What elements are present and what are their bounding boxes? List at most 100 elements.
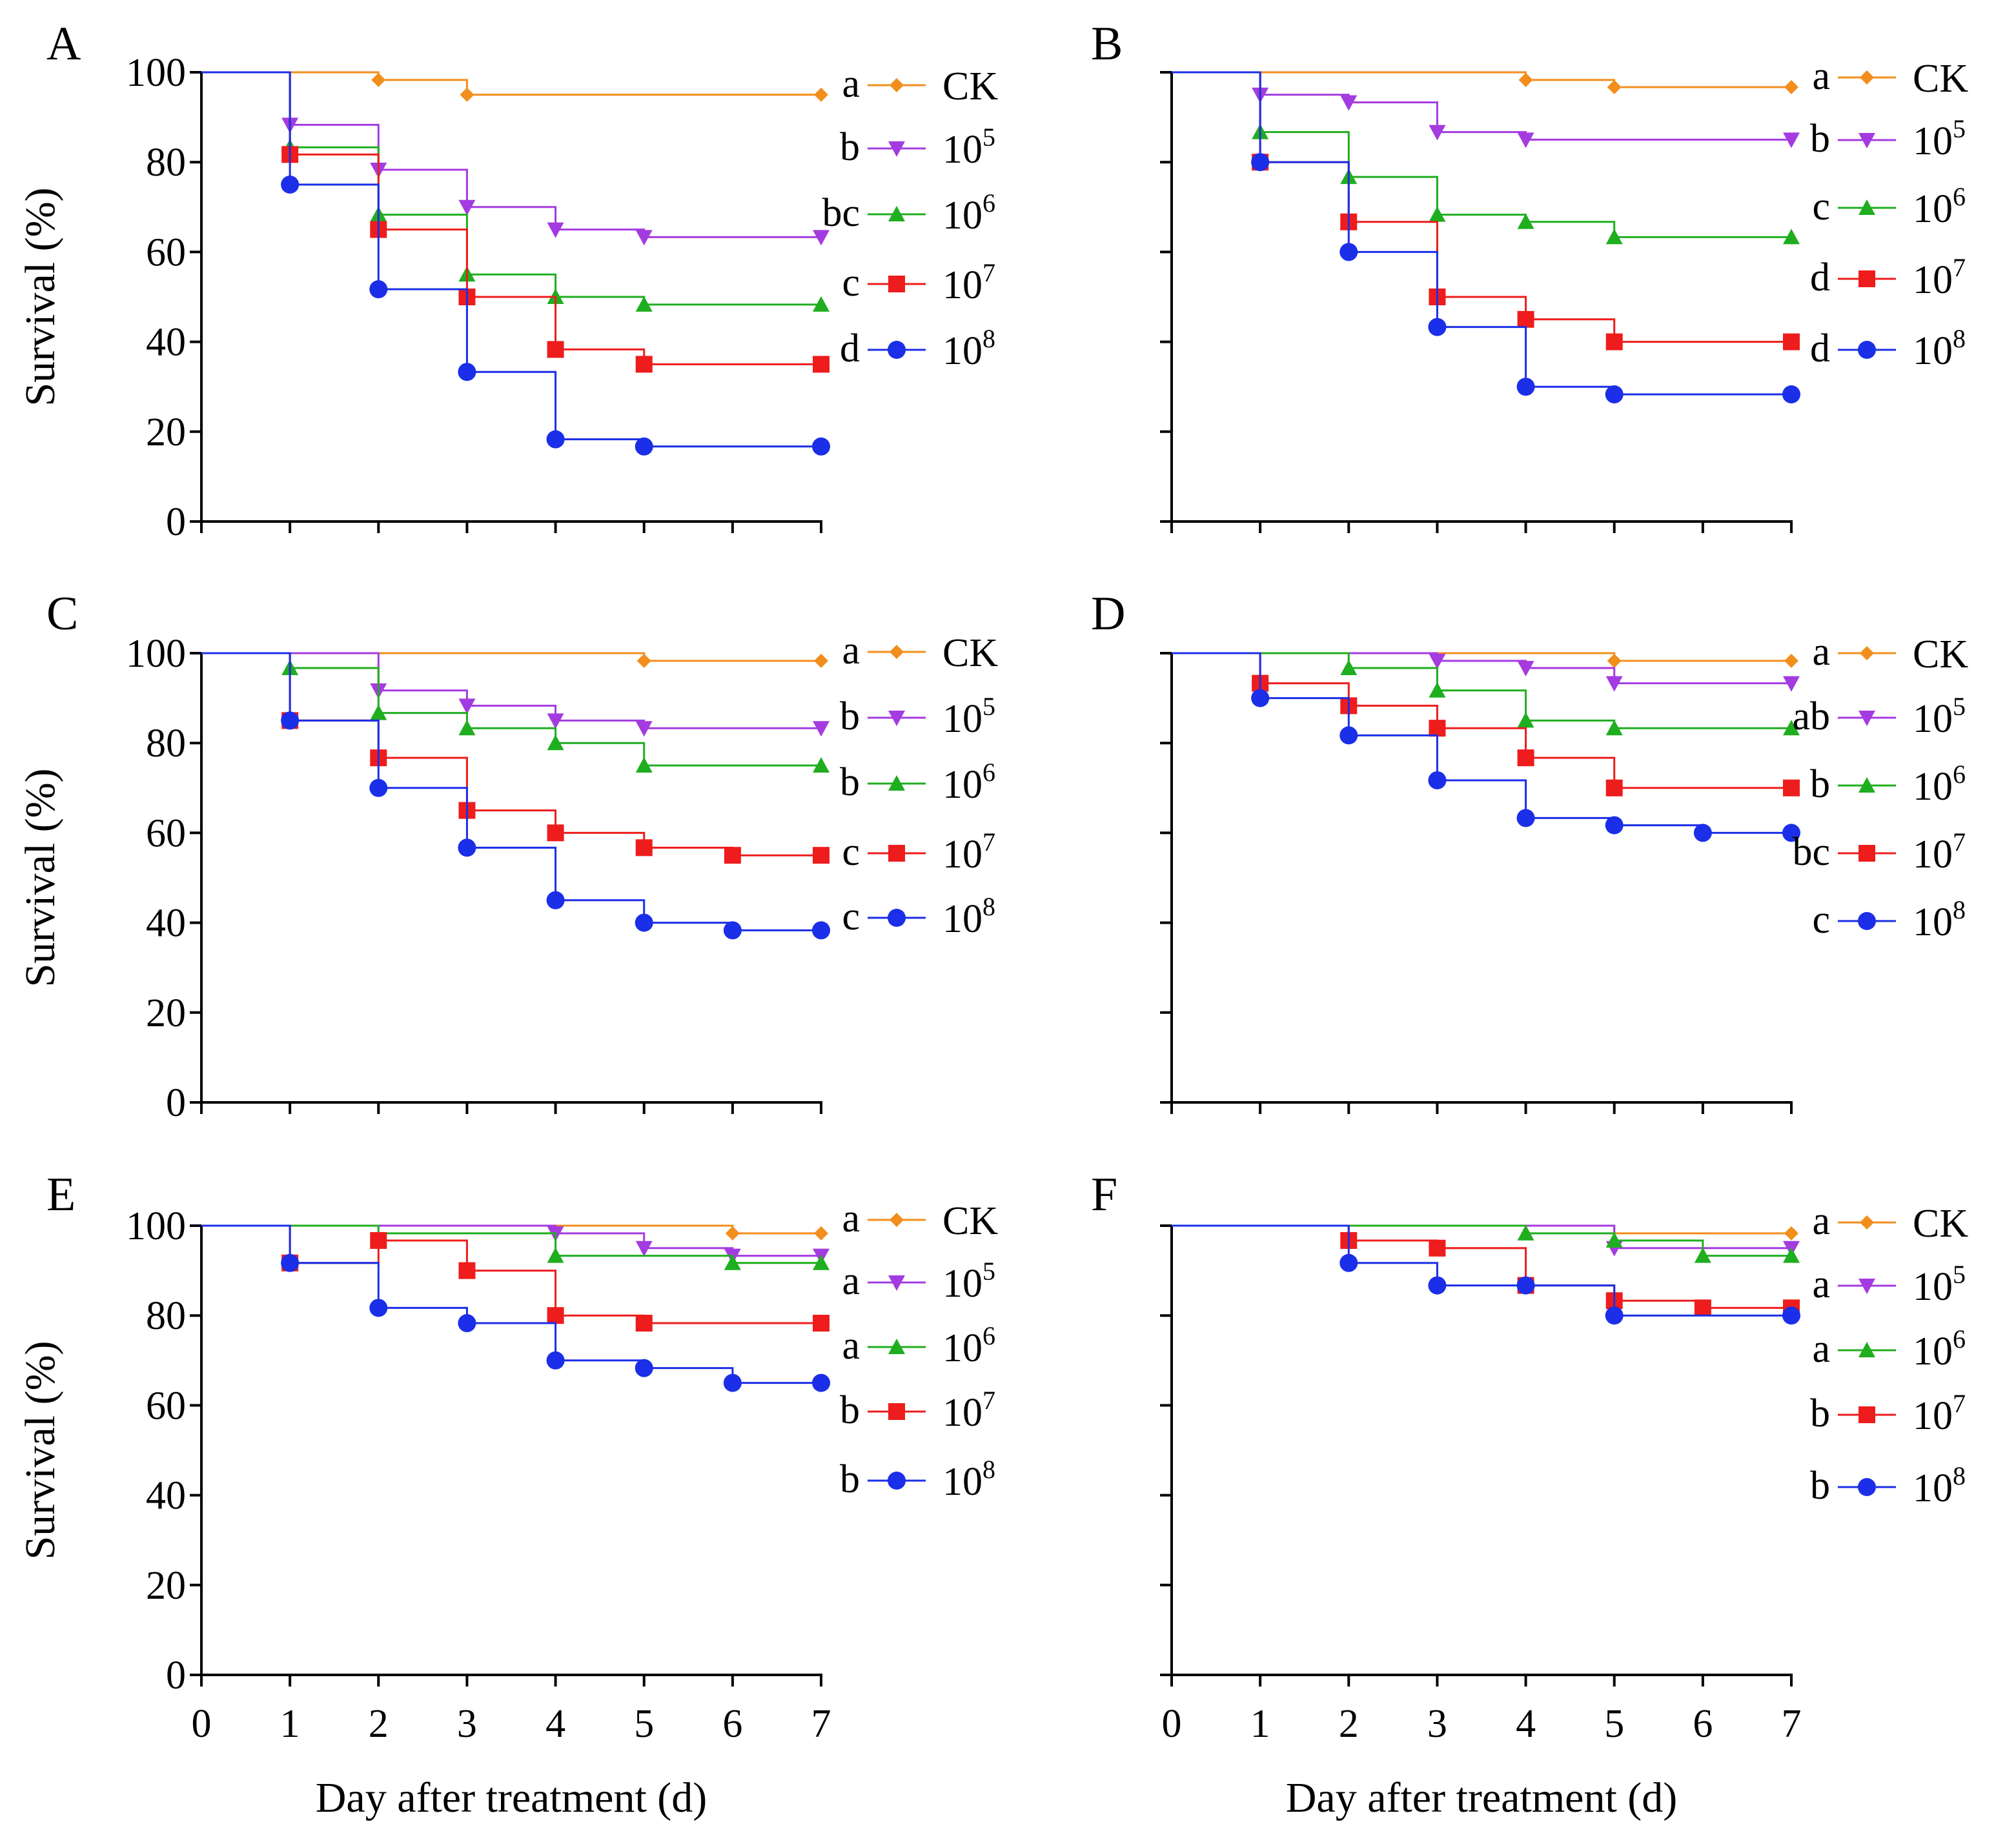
legend-entry: c 108 <box>842 892 995 941</box>
data-point-marker <box>813 721 830 737</box>
data-point-marker <box>460 87 474 102</box>
y-tick-label: 20 <box>146 991 186 1035</box>
legend-marker <box>1858 777 1875 793</box>
y-tick-label: 20 <box>146 1564 186 1608</box>
data-point-marker <box>281 711 300 730</box>
data-point-marker <box>1607 79 1622 94</box>
panel-e: E 0 20 40 60 80 100 0 1 2 3 4 5 6 7 Survival (%) Day aft… <box>17 1168 998 1821</box>
series-ck <box>1172 71 1798 94</box>
legend-entry: bc 107 <box>1792 827 1966 876</box>
series-line <box>1172 71 1791 88</box>
legend-entry: a CK <box>1812 630 1968 676</box>
x-tick-label: 2 <box>1339 1702 1359 1746</box>
data-point-marker <box>546 430 565 449</box>
series-1e8 <box>201 1224 830 1392</box>
data-point-marker <box>370 704 387 720</box>
legend-significance-letter: a <box>1812 630 1830 674</box>
series-1e5 <box>1172 652 1800 692</box>
data-point-marker <box>724 1254 741 1270</box>
legend-label: CK <box>942 631 998 675</box>
legend-marker <box>1858 1406 1875 1423</box>
series-line <box>201 1224 821 1384</box>
legend-label: CK <box>1913 1202 1968 1246</box>
series-line <box>1172 652 1791 834</box>
legend-entry: a CK <box>842 62 998 108</box>
panel-letter: A <box>46 17 81 70</box>
series-line <box>1172 652 1791 789</box>
x-tick-label: 6 <box>722 1702 742 1746</box>
series-1e8 <box>201 71 830 456</box>
data-point-marker <box>1605 779 1623 796</box>
x-tick-label: 2 <box>369 1702 389 1746</box>
y-tick-label: 20 <box>146 410 186 454</box>
legend-significance-letter: b <box>1810 1464 1830 1508</box>
legend-significance-letter: b <box>840 1457 860 1501</box>
legend-significance-letter: a <box>1812 1327 1830 1371</box>
legend-entry: b 108 <box>1810 1461 1966 1510</box>
legend-marker <box>1860 1215 1874 1230</box>
data-point-marker <box>370 1231 387 1249</box>
x-tick-label: 1 <box>1250 1702 1270 1746</box>
data-point-marker <box>635 1315 653 1332</box>
data-point-marker <box>1517 213 1534 229</box>
x-tick-label: 0 <box>192 1702 212 1746</box>
legend-significance-letter: c <box>1812 898 1830 942</box>
legend-label: 107 <box>942 258 995 307</box>
legend-label: CK <box>942 65 998 108</box>
legend-entry: b 105 <box>840 123 995 172</box>
data-point-marker <box>813 356 830 373</box>
legend-label: CK <box>1913 633 1968 676</box>
data-point-marker <box>1605 676 1623 692</box>
legend-entry: b 106 <box>840 758 995 807</box>
data-point-marker <box>1783 333 1800 350</box>
series-1e6 <box>201 1224 830 1270</box>
x-tick-label: 7 <box>811 1702 831 1746</box>
panel-letter: B <box>1091 17 1123 70</box>
data-point-marker <box>635 1359 653 1377</box>
data-point-marker <box>1428 771 1447 789</box>
legend-significance-letter: a <box>1812 1262 1830 1306</box>
series-line <box>1172 1224 1791 1250</box>
data-point-marker <box>812 921 830 940</box>
series-1e7 <box>1172 652 1800 796</box>
legend-significance-letter: a <box>842 629 860 673</box>
legend-significance-letter: bc <box>822 191 860 235</box>
series-ck <box>1172 1224 1798 1241</box>
legend-marker <box>1858 1342 1875 1357</box>
legend-significance-letter: b <box>840 125 860 169</box>
data-point-marker <box>813 1315 830 1332</box>
series-1e6 <box>1172 652 1800 736</box>
panel-d: Da CK ab 105 b 106 bc 107 c 108 <box>1091 587 1968 1114</box>
legend-marker <box>888 141 905 157</box>
legend-label: 106 <box>942 188 995 238</box>
legend-label: 106 <box>1913 1324 1966 1373</box>
legend-significance-letter: c <box>842 261 860 305</box>
series-ck <box>201 71 828 102</box>
series-line <box>201 71 821 448</box>
data-point-marker <box>635 839 653 856</box>
y-tick-label: 40 <box>146 1474 186 1518</box>
data-point-marker <box>458 199 476 216</box>
legend-label: 108 <box>942 324 995 373</box>
data-point-marker <box>458 698 476 714</box>
series-line <box>1172 1224 1791 1235</box>
data-point-marker <box>547 222 564 238</box>
y-axis-label: Survival (%) <box>17 1341 64 1559</box>
legend-entry: b 107 <box>840 1386 995 1435</box>
data-point-marker <box>814 87 828 102</box>
legend-significance-letter: a <box>842 1259 860 1303</box>
legend-marker <box>1858 1478 1876 1496</box>
data-point-marker <box>369 778 388 797</box>
legend-entry: b 105 <box>840 692 995 741</box>
x-tick-label: 0 <box>1162 1702 1182 1746</box>
y-tick-label: 40 <box>146 321 186 365</box>
legend-marker <box>888 1403 905 1420</box>
data-point-marker <box>546 1351 565 1370</box>
legend-significance-letter: c <box>842 895 860 938</box>
series-1e7 <box>201 71 830 373</box>
x-tick-label: 7 <box>1782 1702 1802 1746</box>
legend-entry: a 105 <box>842 1257 995 1306</box>
data-point-marker <box>636 653 651 668</box>
y-tick-label: 0 <box>166 1654 186 1697</box>
